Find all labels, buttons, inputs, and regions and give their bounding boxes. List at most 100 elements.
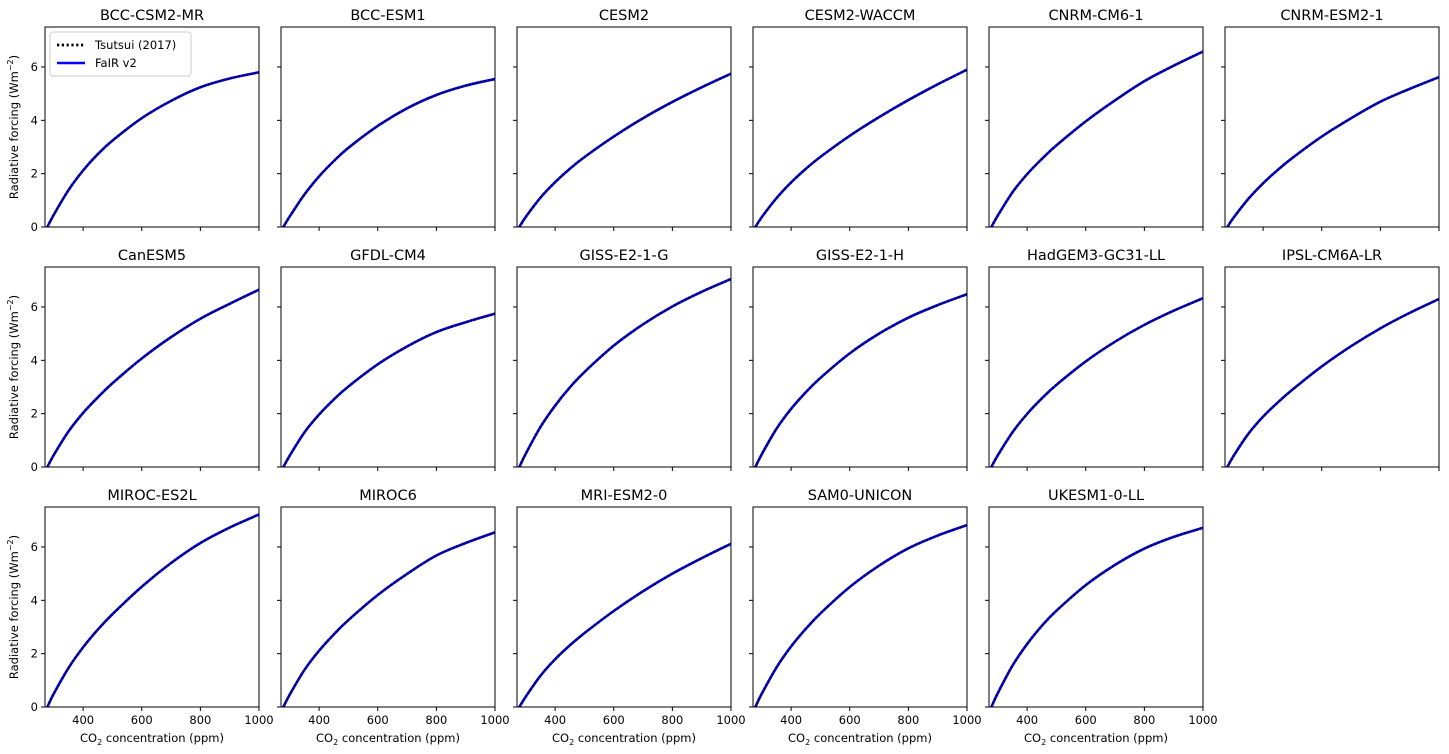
y-label-end: ) [7, 295, 21, 300]
y-label-main: Radiative forcing (Wm [7, 71, 21, 199]
axes-frame [988, 506, 1204, 708]
panel-title: CESM2 [599, 8, 649, 24]
panel: SAM0-UNICON 400 600 800 1000 CO2 concentratio… [749, 488, 982, 747]
x-label-main: CO [1024, 731, 1041, 745]
fair-v2-line [518, 277, 731, 467]
x-label-sub: 2 [569, 738, 574, 747]
y-axis-label: Radiative forcing (Wm−2) [6, 295, 21, 439]
y-label-sup: −2 [6, 539, 15, 551]
fair-v2-line [990, 297, 1203, 467]
axes-frame [752, 26, 968, 228]
tsutsui-2017-line [46, 288, 259, 467]
x-label-rest: concentration (ppm) [574, 731, 696, 745]
y-tick-label: 4 [31, 353, 38, 367]
axes-frame [1224, 266, 1440, 468]
panel: CNRM-CM6-1 [985, 8, 1204, 231]
y-tick-label: 0 [31, 220, 38, 234]
fair-v2-line [1226, 75, 1439, 227]
y-tick-label: 4 [31, 113, 38, 127]
panel: MRI-ESM2-0 400 600 800 1000 CO2 concentration… [513, 488, 746, 747]
x-axis-label: CO2 concentration (ppm) [788, 731, 932, 747]
tsutsui-2017-line [282, 77, 495, 227]
axes-frame [1224, 26, 1440, 228]
x-tick-label: 600 [603, 713, 625, 727]
axes-frame [516, 506, 732, 708]
y-tick-label: 2 [31, 167, 38, 181]
x-label-sub: 2 [333, 738, 338, 747]
x-tick-label: 600 [367, 713, 389, 727]
axes-frame [988, 266, 1204, 468]
x-tick-label: 800 [189, 713, 211, 727]
axes-frame [44, 266, 260, 468]
y-label-main: Radiative forcing (Wm [7, 551, 21, 679]
tsutsui-2017-line [754, 68, 967, 227]
y-tick-label: 6 [31, 60, 38, 74]
x-tick-label: 800 [1133, 713, 1155, 727]
fair-v2-line [46, 71, 259, 227]
tsutsui-2017-line [46, 513, 259, 707]
x-tick-label: 600 [131, 713, 153, 727]
legend-box [49, 31, 192, 77]
x-tick-label: 400 [544, 713, 566, 727]
fair-v2-line [518, 72, 731, 227]
panel: IPSL-CM6A-LR [1221, 248, 1440, 471]
panel-title: BCC-ESM1 [350, 8, 425, 24]
tsutsui-2017-line [518, 277, 731, 467]
tsutsui-2017-line [282, 531, 495, 707]
panel-title: BCC-CSM2-MR [100, 8, 204, 24]
x-label-sub: 2 [97, 738, 102, 747]
panel-title: CNRM-CM6-1 [1048, 8, 1143, 24]
legend: Tsutsui (2017) FaIR v2 [49, 31, 192, 77]
x-label-sub: 2 [1041, 738, 1046, 747]
panel-title: GISS-E2-1-G [580, 248, 669, 264]
x-label-main: CO [788, 731, 805, 745]
y-label-end: ) [7, 55, 21, 60]
axes-frame [44, 506, 260, 708]
panel-title: HadGEM3-GC31-LL [1027, 248, 1165, 264]
y-tick-label: 0 [31, 700, 38, 714]
panel: UKESM1-0-LL 400 600 800 1000 CO2 concentratio… [985, 488, 1218, 747]
tsutsui-2017-line [1226, 298, 1439, 467]
x-label-main: CO [552, 731, 569, 745]
x-tick-label: 800 [897, 713, 919, 727]
axes-frame [516, 26, 732, 228]
axes-frame [44, 26, 260, 228]
panel-title: GISS-E2-1-H [816, 248, 904, 264]
x-axis-label: CO2 concentration (ppm) [316, 731, 460, 747]
fair-v2-line [46, 513, 259, 707]
y-tick-label: 0 [31, 460, 38, 474]
panel-title: UKESM1-0-LL [1048, 488, 1144, 504]
y-tick-label: 2 [31, 647, 38, 661]
y-label-end: ) [7, 535, 21, 540]
fair-v2-line [282, 77, 495, 227]
fair-v2-line [754, 523, 967, 707]
fair-v2-line [46, 288, 259, 467]
panel: CESM2 [513, 8, 732, 231]
panel-title: GFDL-CM4 [350, 248, 426, 264]
fair-v2-line [990, 50, 1203, 227]
tsutsui-2017-line [1226, 76, 1439, 227]
x-tick-label: 400 [72, 713, 94, 727]
panel: CanESM5 0 2 4 6 Radiative forcing (Wm−2) [6, 248, 260, 474]
axes-frame [988, 26, 1204, 228]
panel: GISS-E2-1-H [749, 248, 968, 471]
x-label-rest: concentration (ppm) [338, 731, 460, 745]
axes-frame [280, 266, 496, 468]
panel-title: MRI-ESM2-0 [581, 488, 668, 504]
x-axis-label: CO2 concentration (ppm) [1024, 731, 1168, 747]
panel: CNRM-ESM2-1 [1221, 8, 1440, 231]
x-tick-label: 600 [839, 713, 861, 727]
tsutsui-2017-line [754, 293, 967, 467]
tsutsui-2017-line [518, 72, 731, 227]
y-label-sup: −2 [6, 299, 15, 311]
tsutsui-2017-line [518, 542, 731, 707]
tsutsui-2017-line [990, 297, 1203, 467]
tsutsui-2017-line [282, 312, 495, 467]
x-label-rest: concentration (ppm) [810, 731, 932, 745]
x-label-rest: concentration (ppm) [1046, 731, 1168, 745]
x-tick-label: 800 [661, 713, 683, 727]
panel-title: CNRM-ESM2-1 [1280, 8, 1383, 24]
x-tick-label: 1000 [480, 713, 509, 727]
y-label-sup: −2 [6, 59, 15, 71]
